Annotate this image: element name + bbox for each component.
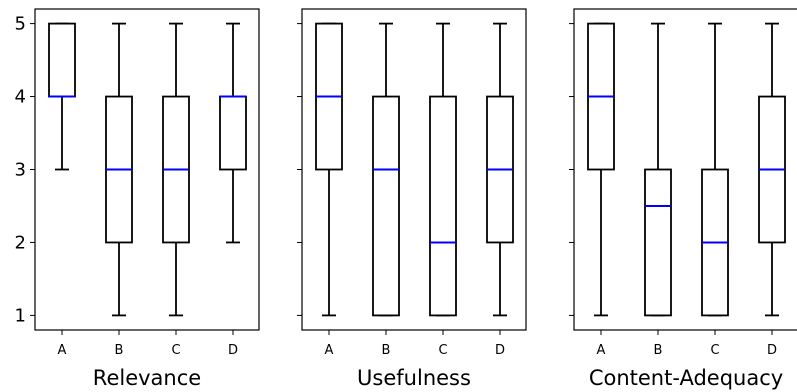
- box-C: [701, 22, 729, 317]
- x-axis-label: Content-Adequacy: [589, 366, 783, 390]
- box-A: [587, 22, 615, 317]
- iqr-box: [372, 95, 400, 317]
- x-axis-label: Relevance: [93, 366, 201, 390]
- x-tick-label: C: [171, 343, 180, 358]
- x-tick-label: C: [710, 343, 719, 358]
- x-tick-label: B: [654, 343, 663, 358]
- x-tick-label: A: [58, 343, 67, 358]
- panel-relevance: 1 2 3 4 5 A B C D Relevance: [15, 8, 260, 390]
- box-A: [315, 22, 343, 317]
- y-tick-label: 2: [15, 232, 26, 253]
- y-tick-label: 4: [15, 87, 26, 108]
- box-C: [429, 22, 457, 317]
- box-D: [758, 22, 786, 317]
- x-tick-label: C: [438, 343, 447, 358]
- box-A: [48, 22, 76, 171]
- box-C: [162, 22, 190, 317]
- y-tick-label: 3: [15, 160, 26, 181]
- iqr-box: [48, 22, 76, 98]
- box-D: [486, 22, 514, 317]
- panels: 1 2 3 4 5 A B C D Relevance A B C D Usefulness A B C D Cont…: [15, 8, 797, 390]
- y-tick-label: 5: [15, 14, 26, 35]
- x-tick-label: A: [597, 343, 606, 358]
- panel-content-adequacy: A B C D Content-Adequacy: [569, 8, 797, 390]
- panel-usefulness: A B C D Usefulness: [297, 8, 527, 390]
- x-axis-label: Usefulness: [357, 366, 471, 390]
- box-D: [219, 22, 247, 244]
- x-tick-label: D: [495, 343, 505, 358]
- box-B: [372, 22, 400, 317]
- x-tick-label: D: [228, 343, 238, 358]
- y-tick-label: 1: [15, 305, 26, 326]
- iqr-box: [219, 95, 247, 171]
- x-tick-label: A: [325, 343, 334, 358]
- box-B: [644, 22, 672, 317]
- box-B: [105, 22, 133, 317]
- iqr-box: [644, 168, 672, 317]
- x-tick-label: D: [767, 343, 777, 358]
- iqr-box: [429, 95, 457, 317]
- x-tick-label: B: [382, 343, 391, 358]
- x-tick-label: B: [115, 343, 124, 358]
